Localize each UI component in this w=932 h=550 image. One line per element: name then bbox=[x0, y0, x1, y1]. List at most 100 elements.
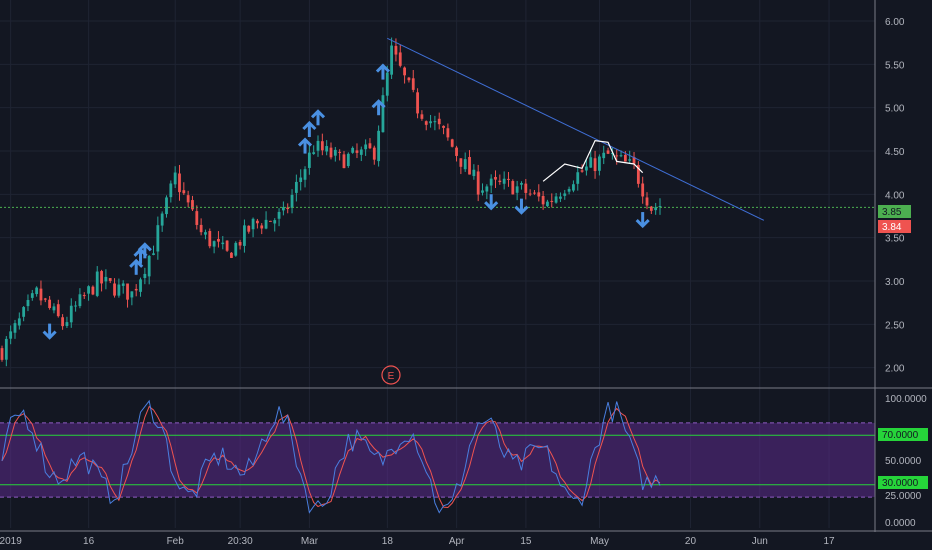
candle-body bbox=[524, 183, 528, 193]
candle-body bbox=[152, 253, 155, 255]
candle-body bbox=[610, 153, 614, 155]
candle-body bbox=[9, 331, 13, 339]
candle-body bbox=[550, 200, 554, 202]
candle-body bbox=[597, 156, 601, 171]
candle-body bbox=[450, 139, 454, 147]
candle-body bbox=[494, 176, 497, 180]
candle-body bbox=[602, 152, 606, 159]
candle-body bbox=[238, 241, 242, 246]
candle-body bbox=[191, 200, 194, 210]
candle-body bbox=[476, 171, 480, 195]
time-tick-label: Mar bbox=[301, 536, 319, 547]
time-tick-label: 16 bbox=[83, 536, 95, 547]
stoch-lower-label: 30.0000 bbox=[882, 478, 919, 489]
candle-body bbox=[515, 186, 519, 193]
candle-body bbox=[260, 225, 264, 229]
candle-body bbox=[39, 288, 43, 301]
candle-body bbox=[320, 141, 324, 151]
time-tick-label: 18 bbox=[382, 536, 394, 547]
candle-body bbox=[139, 279, 142, 292]
candle-body bbox=[108, 278, 112, 281]
candle-body bbox=[485, 186, 489, 192]
candle-body bbox=[56, 304, 60, 317]
buy-arrow-icon bbox=[302, 120, 317, 137]
candle-body bbox=[554, 196, 558, 203]
candle-body bbox=[173, 172, 177, 185]
stoch-band-fill bbox=[0, 422, 875, 498]
candle-body bbox=[333, 149, 337, 156]
candle-body bbox=[420, 114, 424, 119]
candle-body bbox=[95, 271, 99, 296]
earnings-marker[interactable]: E bbox=[381, 365, 401, 385]
candle-body bbox=[359, 149, 363, 155]
candle-body bbox=[134, 288, 138, 291]
stoch-d-line bbox=[1, 405, 661, 509]
candle-body bbox=[442, 125, 445, 128]
candle-body bbox=[394, 45, 398, 55]
candle-body bbox=[294, 181, 298, 193]
candle-body bbox=[217, 238, 220, 242]
candle-body bbox=[65, 322, 69, 326]
candle-body bbox=[636, 165, 640, 184]
candle-body bbox=[74, 305, 77, 307]
price-tick-label: 5.00 bbox=[885, 104, 905, 115]
candle-body bbox=[615, 155, 619, 157]
candle-body bbox=[398, 52, 402, 66]
candle-body bbox=[372, 147, 376, 160]
candle-body bbox=[247, 225, 251, 232]
candle-body bbox=[385, 72, 389, 96]
candle-body bbox=[264, 219, 268, 229]
time-tick-label: 17 bbox=[823, 536, 835, 547]
stoch-upper-tag: 70.0000 bbox=[878, 428, 928, 441]
candle-body bbox=[273, 220, 277, 224]
candle-body bbox=[169, 183, 173, 198]
candle-body bbox=[567, 188, 571, 192]
price-tick-label: 4.00 bbox=[885, 190, 905, 201]
sell-arrow-icon bbox=[484, 194, 499, 211]
buy-arrow-icon bbox=[371, 99, 386, 116]
candles bbox=[0, 37, 662, 367]
stoch-tick-label: 0.0000 bbox=[885, 518, 916, 529]
candle-body bbox=[364, 144, 368, 150]
candle-body bbox=[541, 195, 545, 205]
stoch-tick-label: 50.0000 bbox=[885, 456, 922, 467]
candle-body bbox=[48, 299, 52, 309]
candle-body bbox=[126, 283, 129, 300]
candle-body bbox=[368, 143, 372, 149]
time-tick-label: 20 bbox=[685, 536, 697, 547]
candle-body bbox=[325, 146, 329, 152]
candle-body bbox=[585, 166, 588, 171]
candle-body bbox=[156, 225, 160, 252]
sell-arrow-icon bbox=[42, 323, 57, 340]
candle-body bbox=[286, 207, 290, 209]
candle-body bbox=[82, 295, 86, 297]
candle-body bbox=[411, 78, 415, 90]
candle-body bbox=[243, 225, 246, 246]
candle-body bbox=[407, 77, 411, 81]
candle-body bbox=[645, 197, 649, 206]
trendline bbox=[387, 37, 765, 221]
candle-body bbox=[30, 293, 34, 298]
candle-body bbox=[225, 240, 229, 251]
candle-body bbox=[502, 178, 506, 184]
candle-body bbox=[312, 152, 316, 154]
candle-body bbox=[178, 173, 181, 193]
candle-body bbox=[424, 121, 428, 125]
candle-body bbox=[342, 154, 346, 169]
candle-body bbox=[78, 294, 82, 307]
candle-body bbox=[186, 195, 190, 203]
stoch-tick-label: 25.0000 bbox=[885, 491, 922, 502]
time-tick-label: 2019 bbox=[0, 536, 22, 547]
candle-body bbox=[268, 220, 272, 222]
candle-body bbox=[498, 180, 502, 183]
candle-body bbox=[437, 118, 441, 125]
sell-arrow-icon bbox=[514, 198, 529, 215]
candle-body bbox=[459, 158, 463, 167]
candle-body bbox=[104, 276, 108, 282]
stoch-band bbox=[0, 422, 875, 498]
buy-arrow-icon bbox=[297, 137, 313, 154]
candle-body bbox=[212, 241, 216, 247]
stoch-lines bbox=[1, 399, 661, 514]
buy-arrow-icon bbox=[137, 242, 152, 259]
